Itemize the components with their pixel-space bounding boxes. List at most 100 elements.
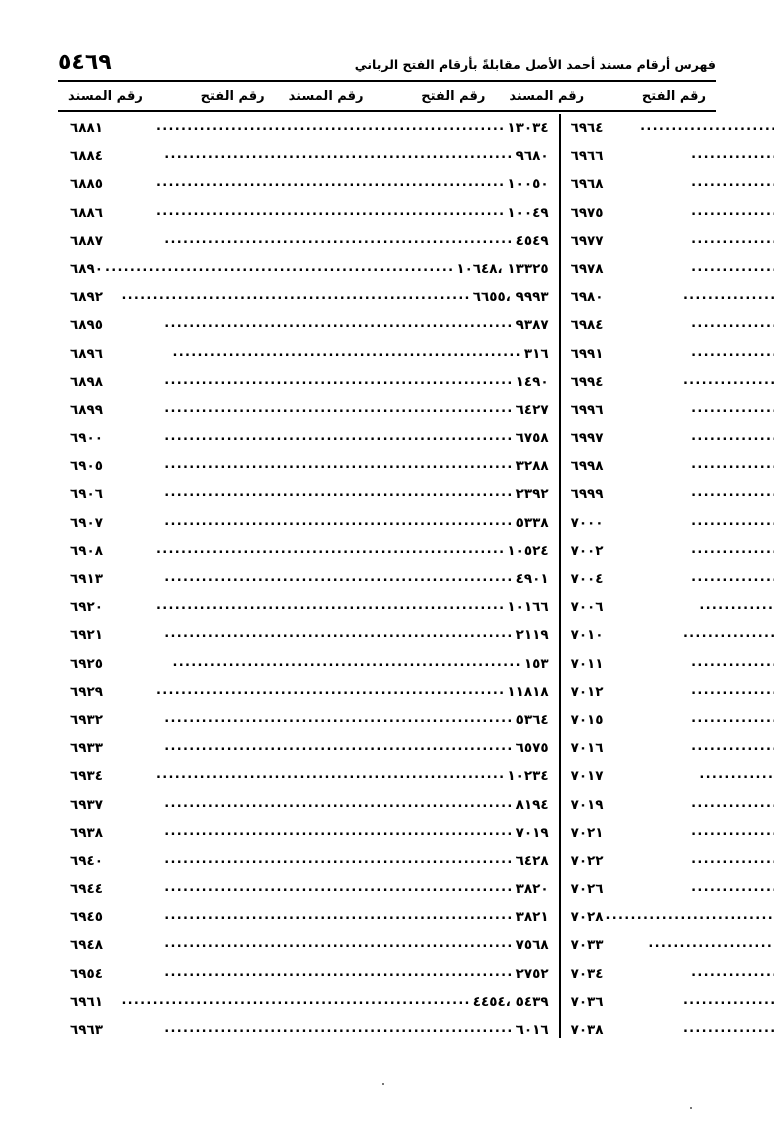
fath-number: ٧٥٦٨ — [515, 937, 549, 954]
dot-leader — [105, 340, 522, 367]
index-entry: ٦٩٢١ ٢١١٩ — [66, 621, 551, 649]
fath-number: ٨١٩٤ — [515, 796, 549, 813]
index-entry: ٦٩٦٦١١٠١ — [567, 142, 774, 170]
index-entry: ٧٠١٩٧٢٢٨ — [567, 791, 774, 819]
header-rule-bottom — [58, 110, 716, 112]
musnad-number: ٦٨٩٨ — [70, 373, 103, 390]
dot-leader — [606, 537, 774, 564]
fath-number: ١٠١٦٦ — [507, 599, 549, 616]
fath-number: ٤٥٤٩ — [515, 232, 549, 249]
fath-number: ١٥٣ — [523, 655, 549, 672]
musnad-number: ٦٨٩٩ — [70, 401, 103, 418]
musnad-number: ٦٩٨٤ — [570, 317, 604, 334]
dot-leader — [606, 227, 774, 254]
index-entry: ٦٩٩٤١٣١٧٠ — [567, 368, 774, 396]
musnad-number: ٧٠١٥ — [570, 711, 604, 728]
index-entry: ٧٠٠٢٢٧٦٤ — [567, 537, 774, 565]
index-entry: ٦٩٧٨٤٣٤٣ — [567, 255, 774, 283]
dot-leader — [105, 791, 514, 818]
musnad-number: ٦٩٧٨ — [570, 260, 604, 277]
index-entry: ٧٠٢٨٧٢٠٨ ،٦٧٥٠ ،٦٣٧٤ — [567, 903, 774, 931]
fath-number: ١٣٣٢٥ ،١٠٦٤٨ — [456, 260, 549, 277]
musnad-number: ٦٨٩٢ — [70, 289, 103, 306]
dot-leader — [606, 396, 774, 423]
index-entry: ٦٩٦٨٧٠٩٩ — [567, 170, 774, 198]
index-entry: ٦٩٥٤ ٢٧٥٢ — [66, 960, 551, 988]
dot-leader — [105, 509, 514, 536]
fath-number: ٢١١٩ — [515, 627, 549, 644]
index-entry: ٦٨٨٦ ١٠٠٤٩ — [66, 199, 551, 227]
index-entry: ٦٨٩٦ ٣١٦ — [66, 340, 551, 368]
dot-leader — [606, 650, 774, 677]
fath-number: ٧٠١٩ — [515, 824, 549, 841]
musnad-number: ٦٨٨٧ — [70, 232, 103, 249]
column-header-block-middle: رقم المسند رقم الفتح — [275, 84, 500, 108]
index-entry: ٧٠٢١١٤٢٦ — [567, 819, 774, 847]
index-entry: ٦٩٢٩ ١١٨١٨ — [66, 678, 551, 706]
musnad-number: ٧٠١٧ — [570, 768, 604, 785]
dot-leader — [105, 847, 514, 874]
index-entry: ٦٩٠٧ ٥٣٣٨ — [66, 509, 551, 537]
dot-leader — [606, 170, 774, 197]
index-entry: ٧٠١٦١٥٧٣ — [567, 734, 774, 762]
index-entry: ٧٠٠٠٤٣٤٤ — [567, 509, 774, 537]
musnad-number: ٦٩٤٠ — [70, 852, 103, 869]
scan-artifact-dot — [690, 1107, 692, 1109]
dot-leader — [606, 791, 774, 818]
musnad-number: ٦٨٨٥ — [70, 176, 103, 193]
musnad-number: ٦٩٣٢ — [70, 711, 103, 728]
musnad-number: ٧٠١٦ — [570, 740, 604, 757]
dot-leader — [606, 960, 774, 987]
musnad-number: ٦٩٦٣ — [70, 1022, 103, 1038]
dot-leader — [606, 311, 774, 338]
index-entry: ٦٩٠٠ ٦٧٥٨ — [66, 424, 551, 452]
dot-leader — [606, 593, 774, 620]
dot-leader — [105, 734, 514, 761]
musnad-number: ٦٩٥٤ — [70, 965, 103, 982]
dot-leader — [105, 396, 514, 423]
index-entry: ٦٩٩٨٨٣١٢ — [567, 452, 774, 480]
index-entry: ٦٩٧٥٥٣٧٨ — [567, 199, 774, 227]
index-entry: ٦٨٨٥ ١٠٠٥٠ — [66, 170, 551, 198]
fath-number: ٦٤٢٧ — [515, 401, 549, 418]
column-header-fath: رقم الفتح — [641, 88, 707, 104]
index-entry: ٧٠١٧١٥٢ — [567, 762, 774, 790]
index-entry: ٧٠٠٤٩٦٨٤ — [567, 565, 774, 593]
musnad-number: ٧٠٢١ — [570, 824, 604, 841]
dot-leader — [606, 424, 774, 451]
dot-leader — [105, 819, 514, 846]
dot-leader — [105, 762, 505, 789]
musnad-number: ٦٨٩٠ — [70, 260, 103, 277]
table-column-block-right: ٦٨٨١ ١٣٠٣٤ ٦٨٨٤ ٩٦٨٠ ٦٨٨٥ ١٠٠٥٠ ٦٨٨٦ ١٠٠٤٩ ٦٨٨٧ ٤… — [58, 114, 559, 1044]
musnad-number: ٦٨٨٦ — [70, 204, 103, 221]
index-entry: ٧٠١١٤١٩٧ — [567, 650, 774, 678]
musnad-number: ٧٠٢٢ — [570, 852, 604, 869]
column-header-musnad: رقم المسند — [288, 88, 364, 104]
dot-leader — [105, 480, 514, 507]
scan-artifact-dot — [382, 1083, 384, 1085]
dot-leader — [606, 734, 774, 761]
index-entry: ٦٩٠٦ ٢٣٩٢ — [66, 480, 551, 508]
running-header-title: فهرس أرقام مسند أحمد الأصل مقابلةً بأرقا… — [354, 56, 716, 72]
table-column-block-middle: ٦٩٦٤٩٥٤٣ ،١٢٩٠٥٦٩٦٦١١٠١٦٩٦٨٧٠٩٩٦٩٧٥٥٣٧٨ ٦… — [558, 114, 774, 1044]
index-entry: ٦٩٤٤ ٣٨٢٠ — [66, 875, 551, 903]
index-entry: ٦٩٣٣ ٦٥٧٥ — [66, 734, 551, 762]
musnad-number: ٧٠١٠ — [570, 627, 604, 644]
index-entry: ٧٠٢٦٦٦٠٨ — [567, 875, 774, 903]
musnad-number: ٧٠١٩ — [570, 796, 604, 813]
dot-leader — [606, 142, 774, 169]
column-header-musnad: رقم المسند — [68, 88, 143, 104]
dot-leader — [105, 903, 514, 930]
musnad-number: ٦٩٤٤ — [70, 881, 103, 898]
musnad-number: ٦٩٢٩ — [70, 683, 103, 700]
dot-leader — [105, 452, 514, 479]
dot-leader — [606, 875, 774, 902]
dot-leader — [105, 1016, 514, 1043]
index-entry: ٦٩٦٤٩٥٤٣ ،١٢٩٠٥ — [567, 114, 774, 142]
fath-number: ١٤٩٠ — [515, 373, 549, 390]
index-entry: ٦٨٩٩ ٦٤٢٧ — [66, 396, 551, 424]
index-entry: ٧٠٣٨١٢٣٥٦ — [567, 1016, 774, 1044]
index-entry: ٦٩٣٧ ٨١٩٤ — [66, 791, 551, 819]
dot-leader — [606, 621, 774, 648]
column-header-block-left: رقم المسند رقم الفتح — [499, 84, 716, 108]
